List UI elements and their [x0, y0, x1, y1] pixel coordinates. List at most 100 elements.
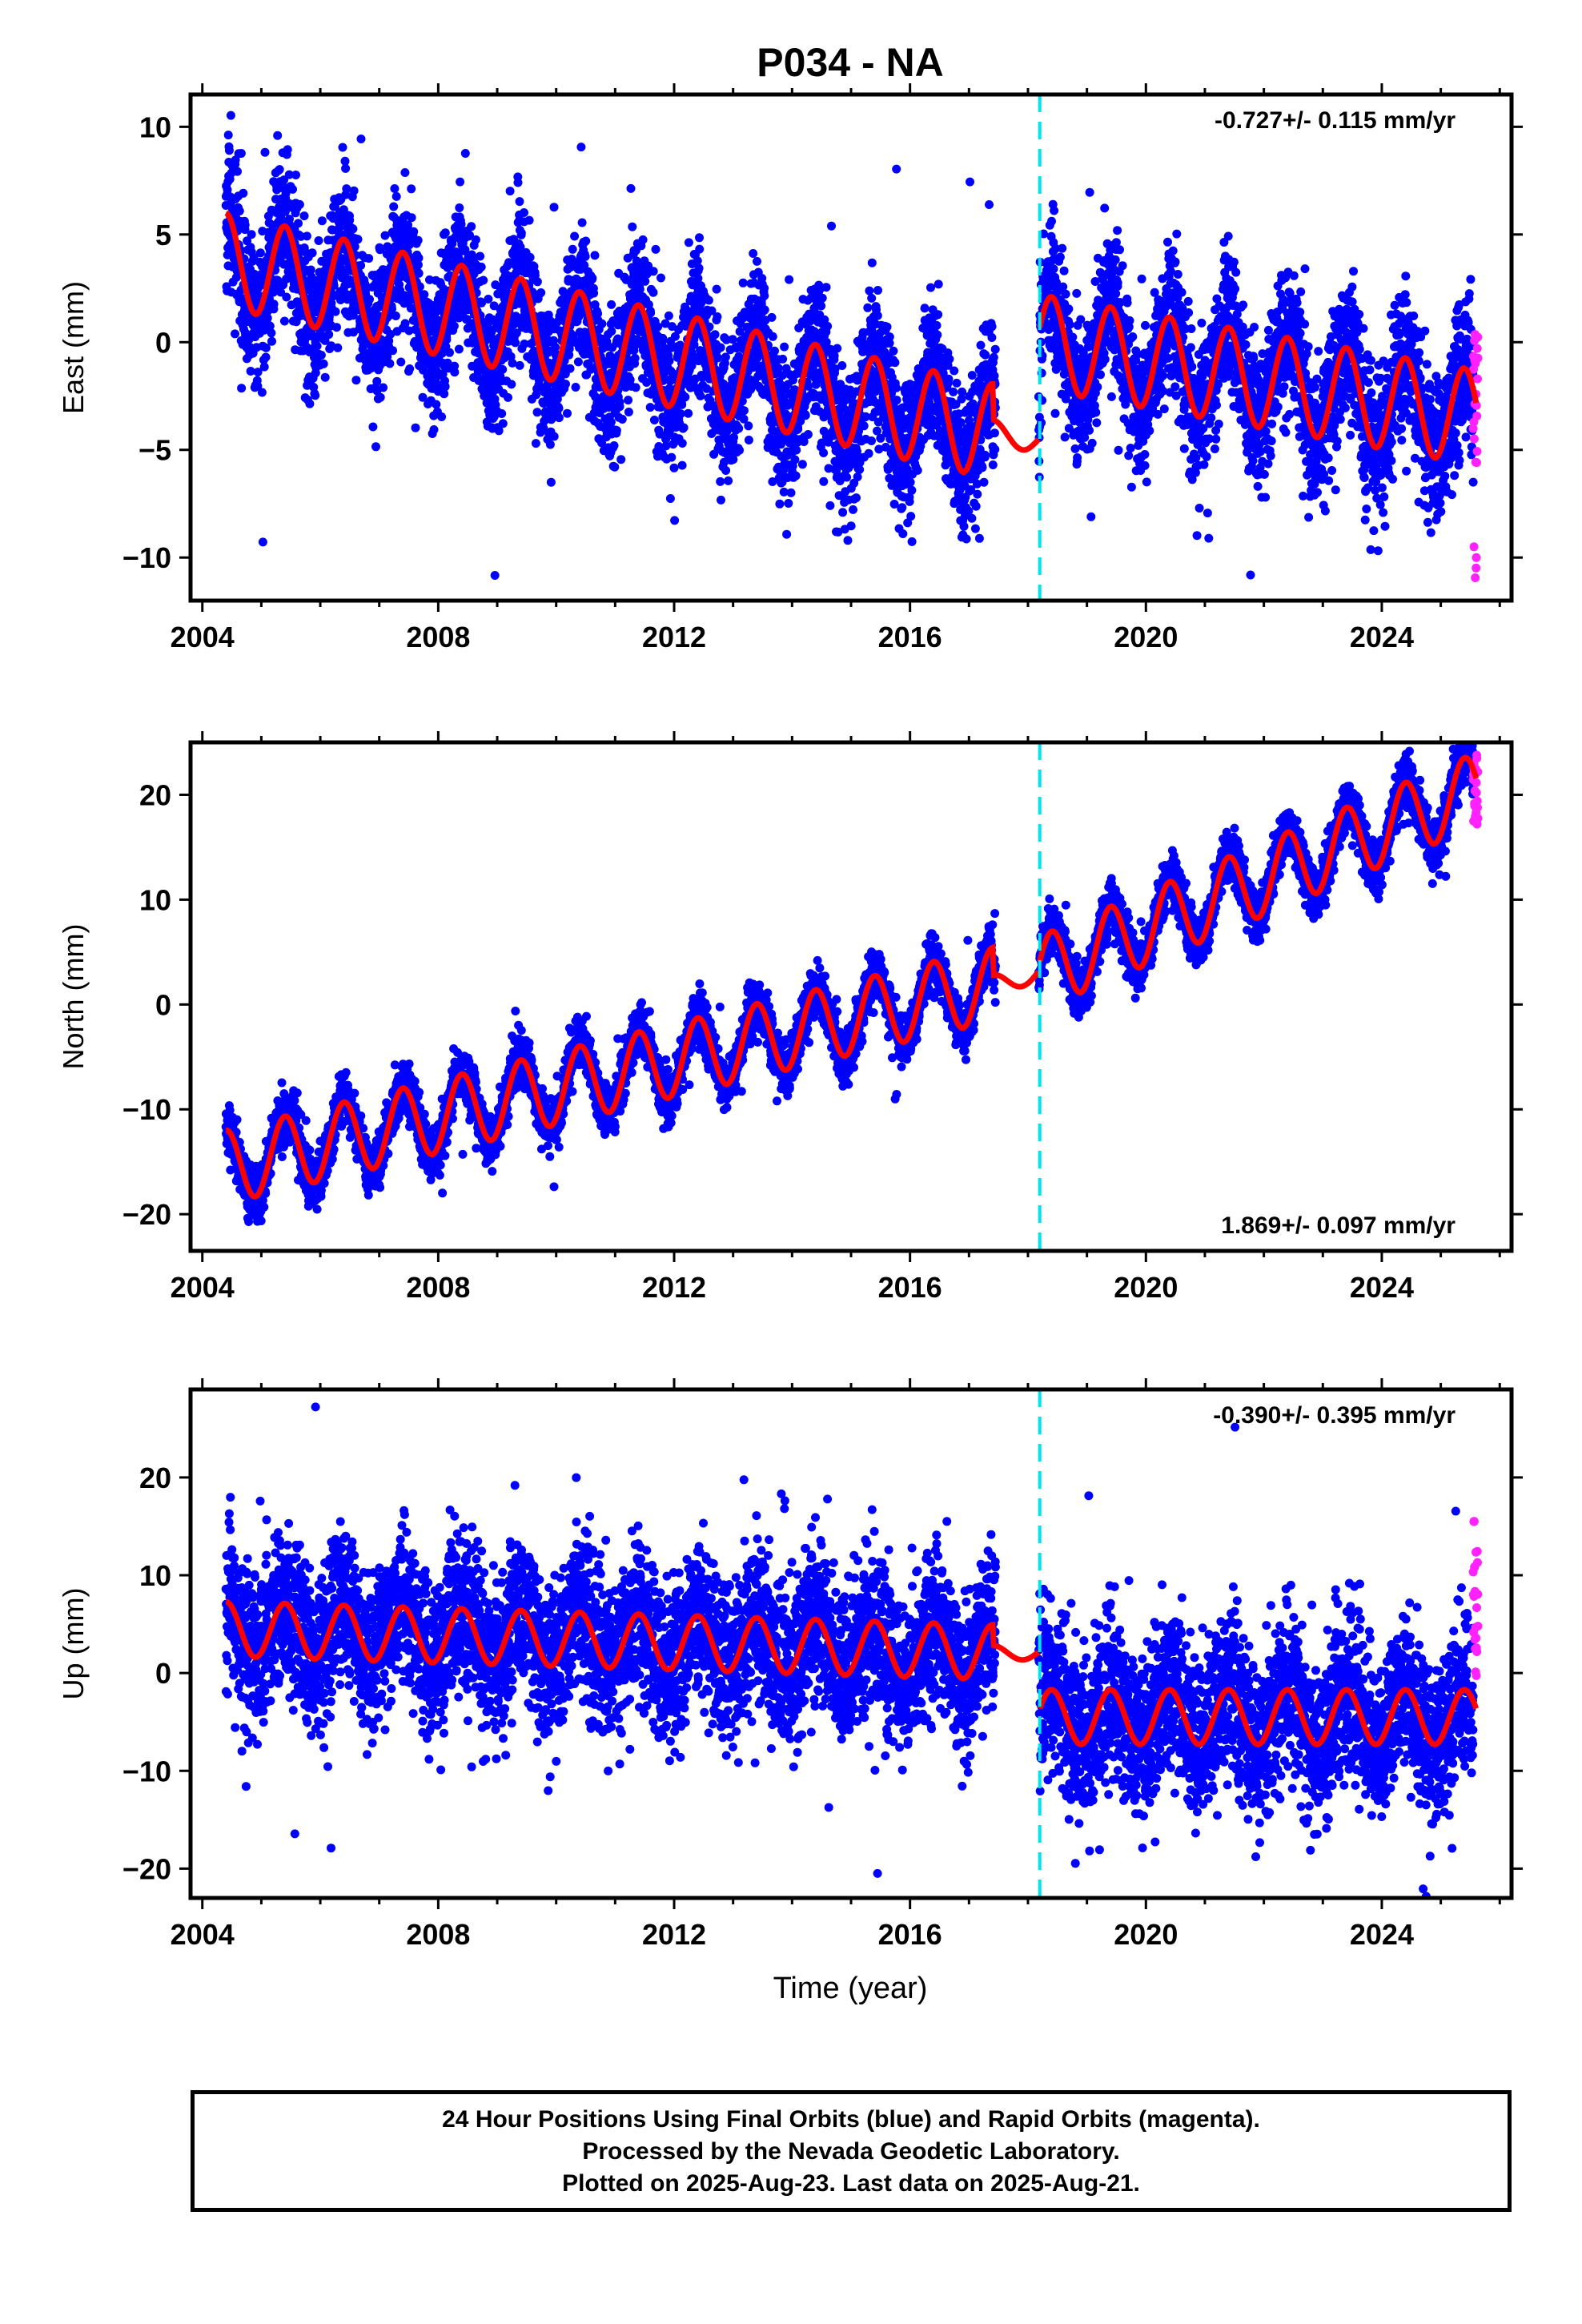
- figure-title: P034 - NA: [757, 40, 943, 85]
- east-data-point: [607, 327, 616, 336]
- east-data-point: [760, 305, 769, 315]
- east-data-point: [319, 359, 328, 368]
- east-data-point: [246, 367, 255, 376]
- east-data-point: [563, 408, 572, 418]
- east-data-point: [497, 409, 507, 418]
- east-data-point: [429, 425, 439, 434]
- east-data-point: [846, 521, 856, 531]
- east-data-point: [644, 261, 653, 271]
- east-data-point: [624, 408, 633, 416]
- east-data-point: [389, 202, 399, 211]
- east-data-point: [279, 316, 289, 326]
- east-data-point: [332, 323, 341, 332]
- east-data-point: [236, 149, 246, 158]
- east-data-point: [532, 408, 542, 417]
- east-data-point: [551, 343, 560, 352]
- east-data-point: [413, 235, 423, 245]
- east-data-point: [950, 366, 959, 376]
- east-data-point: [753, 256, 761, 266]
- east-data-point: [407, 184, 416, 194]
- east-data-point: [515, 360, 524, 370]
- east-data-point: [661, 441, 671, 451]
- east-data-point: [958, 387, 967, 396]
- east-data-point: [976, 340, 986, 350]
- east-data-point: [231, 329, 239, 339]
- east-data-point: [440, 382, 450, 392]
- east-data-point: [525, 252, 535, 262]
- east-data-point: [479, 275, 488, 285]
- east-data-point: [867, 436, 876, 445]
- east-data-point: [400, 168, 410, 177]
- east-data-point: [920, 304, 930, 313]
- east-data-point: [651, 244, 661, 254]
- east-data-point: [524, 215, 534, 225]
- east-data-point: [684, 408, 693, 418]
- east-data-point: [721, 466, 731, 475]
- east-data-point: [677, 439, 687, 448]
- east-data-point: [386, 329, 396, 339]
- east-data-point: [434, 380, 444, 390]
- east-data-point: [716, 343, 725, 352]
- east-data-point: [616, 455, 626, 464]
- east-data-point: [463, 315, 472, 324]
- east-data-point: [659, 370, 669, 379]
- east-data-point: [842, 472, 852, 482]
- east-data-point: [454, 344, 464, 354]
- east-data-point: [610, 462, 620, 472]
- east-data-point: [520, 340, 529, 348]
- east-data-point: [400, 319, 410, 328]
- east-data-point: [981, 450, 990, 460]
- east-data-point: [223, 131, 233, 140]
- east-data-point: [654, 442, 664, 451]
- east-data-point: [261, 343, 271, 352]
- east-data-point: [536, 288, 546, 297]
- east-data-point: [934, 310, 943, 320]
- east-data-point: [253, 368, 263, 377]
- east-data-point: [945, 354, 954, 364]
- east-data-point: [385, 359, 395, 368]
- east-data-point: [728, 335, 737, 344]
- east-data-point: [365, 295, 374, 304]
- east-data-point: [859, 421, 869, 431]
- east-data-point: [442, 335, 452, 344]
- east-data-point: [449, 321, 459, 331]
- east-data-point: [790, 455, 800, 464]
- east-data-point: [299, 211, 309, 221]
- east-data-point: [291, 171, 300, 179]
- east-data-point: [990, 344, 1000, 354]
- east-data-point: [934, 279, 943, 289]
- east-data-point: [833, 344, 842, 353]
- east-data-point: [974, 533, 984, 543]
- east-data-point: [498, 364, 508, 374]
- east-data-point: [269, 300, 279, 309]
- east-data-point: [516, 228, 526, 238]
- east-data-point: [440, 228, 450, 238]
- east-data-point: [589, 288, 599, 298]
- east-data-point: [379, 383, 388, 392]
- east-data-point: [263, 313, 272, 323]
- east-data-point: [967, 513, 977, 523]
- east-data-point: [390, 184, 400, 193]
- east-data-point: [649, 416, 659, 424]
- east-data-point: [1050, 408, 1060, 418]
- east-data-point: [396, 357, 406, 367]
- east-data-point: [987, 333, 997, 342]
- east-data-point: [739, 406, 749, 416]
- east-data-point: [223, 185, 232, 195]
- east-data-point: [988, 460, 998, 469]
- east-data-point: [368, 422, 378, 432]
- east-data-point: [498, 419, 508, 428]
- east-data-point: [531, 439, 540, 448]
- east-data-point: [324, 330, 334, 340]
- east-data-point: [892, 164, 901, 174]
- east-data-point: [760, 283, 769, 293]
- east-data-point: [677, 460, 687, 470]
- east-data-point: [640, 276, 650, 286]
- east-data-point: [282, 292, 291, 302]
- east-data-point: [667, 452, 677, 462]
- east-data-point: [770, 346, 779, 356]
- east-data-point: [782, 529, 792, 539]
- east-data-point: [505, 187, 515, 196]
- east-data-point: [561, 380, 570, 389]
- east-data-point: [593, 309, 603, 319]
